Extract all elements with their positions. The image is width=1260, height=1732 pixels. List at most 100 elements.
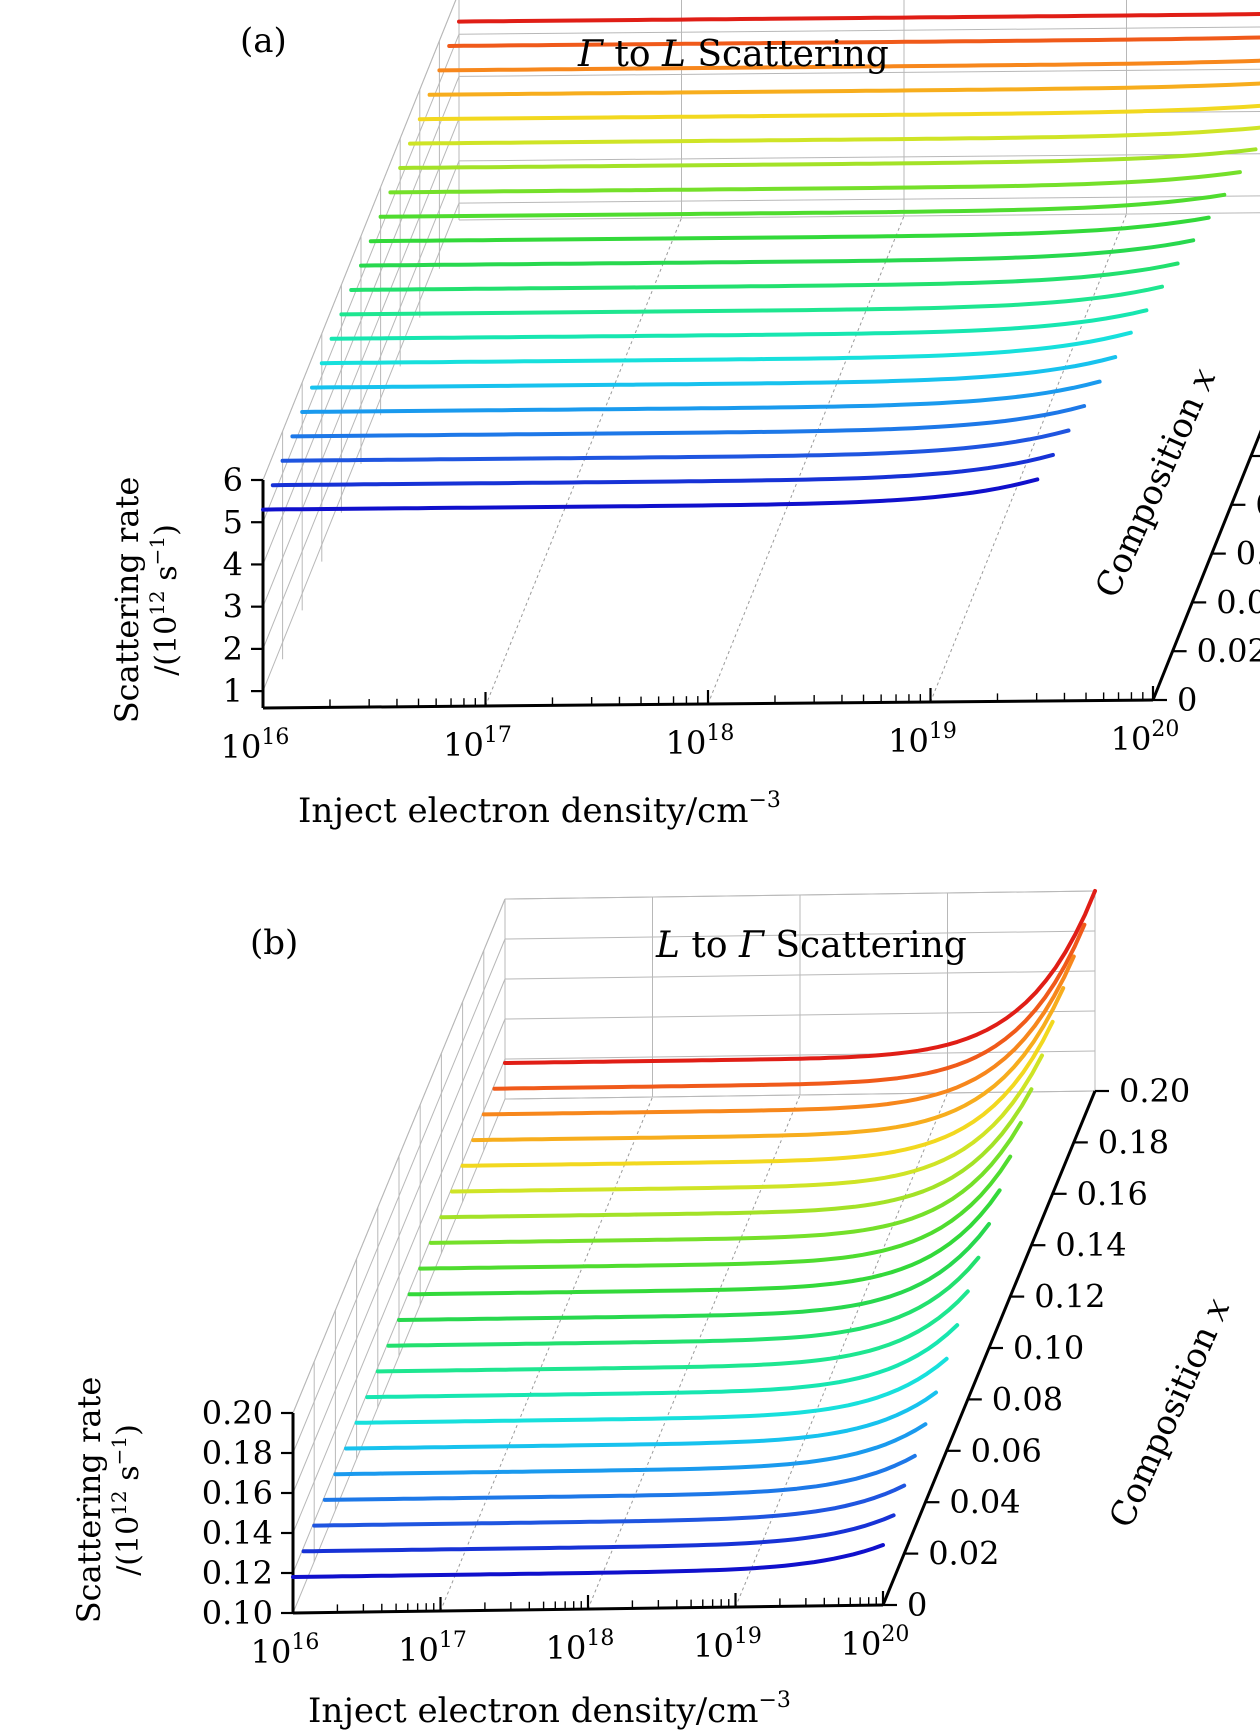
panel-b-back-wall-hgrid: [504, 970, 1096, 980]
panel-b-z-axis-label: Scattering rate /(1012 s−1): [70, 1377, 146, 1624]
svg-text:/(1012 s−1): /(1012 s−1): [107, 1424, 146, 1576]
panel-a-composition-tick-label: 0.02: [1197, 632, 1260, 670]
panel-b-series-x-0.16: [460, 1019, 1055, 1168]
panel-a-composition-label: Composition x: [1088, 362, 1225, 603]
panel-b-x-tick-label: 1017: [398, 1628, 467, 1669]
panel-a-back-wall-hgrid: [458, 26, 1260, 35]
panel-b-series-x-0.09: [386, 1255, 981, 1348]
panel-b-composition-tick-label: 0.14: [1055, 1226, 1126, 1264]
panel-b-series-x-0.12: [418, 1154, 1013, 1271]
svg-text:Scattering rate: Scattering rate: [108, 477, 146, 724]
panel-a-series-x-0.17: [427, 81, 1260, 97]
panel-a-series-x-0.00: [261, 477, 1040, 512]
panel-a-series-x-0.01: [270, 452, 1055, 488]
panel-b-series-x-0.00: [291, 1543, 885, 1579]
panel-a-axes: [251, 429, 1260, 710]
panel-a-z-tick-label: 2: [223, 630, 243, 668]
panel-a: 1016 1017 1018 1019 1020 1 2 3 4 5 6 00.02 0.04 0.06 0…: [108, 0, 1260, 831]
panel-b-series-x-0.17: [471, 986, 1066, 1143]
panel-b-series-x-0.14: [439, 1087, 1034, 1220]
panel-a-series-x-0.20: [457, 11, 1260, 24]
panel-a-series-x-0.16: [417, 103, 1260, 122]
panel-b-series-x-0.01: [301, 1513, 896, 1554]
panel-a-z-tick-label: 1: [223, 672, 243, 710]
panel-a-back-wall-hgrid: [458, 68, 1260, 77]
panel-a-floor-grid: [485, 217, 682, 707]
panel-b-series-x-0.04: [333, 1422, 928, 1477]
panel-b-z-tick-label: 0.20: [202, 1394, 273, 1432]
panel-a-gridlines: [262, 0, 1260, 708]
panel-b-series-x-0.07: [365, 1323, 960, 1400]
panel-b-series-x-0.13: [428, 1120, 1023, 1245]
panel-a-series-x-0.19: [447, 35, 1260, 48]
panel-a-series-x-0.07: [329, 308, 1149, 341]
panel-b-floor-grid: [735, 1092, 948, 1608]
panel-a-z-tick-label: 3: [223, 588, 243, 626]
panel-b-series-x-0.08: [375, 1289, 970, 1374]
panel-b-z-tick-label: 0.14: [202, 1514, 273, 1552]
panel-b-composition-tick-label: 0.18: [1098, 1123, 1169, 1161]
panel-a-floor-back-edge: [458, 212, 1260, 221]
panel-a-back-wall-hgrid: [458, 195, 1260, 204]
panel-b-floor-grid: [587, 1094, 801, 1610]
panel-a-z-axis-label: Scattering rate /(1012 s−1): [108, 477, 184, 724]
panel-b-series-x-0.03: [322, 1453, 917, 1502]
panel-a-series-x-0.12: [378, 192, 1227, 219]
svg-text:Scattering rate: Scattering rate: [70, 1377, 108, 1624]
panel-b-composition-tick-label: 0.20: [1119, 1072, 1190, 1110]
panel-a-curves: [261, 11, 1260, 512]
panel-b-back-wall-hgrid: [504, 930, 1096, 940]
panel-a-series-x-0.04: [300, 379, 1102, 414]
panel-a-z-tick-label: 6: [223, 461, 243, 499]
panel-b-x-tick-label: 1018: [546, 1626, 615, 1667]
panel-a-x-axis-label: Inject electron density/cm−3: [298, 788, 781, 831]
panel-b-x-axis-label: Inject electron density/cm−3: [308, 1688, 791, 1731]
panel-a-floor-grid: [930, 213, 1127, 703]
panel-b-tick-labels: 1016 1017 1018 1019 10200.100.120.140.160.18…: [202, 1072, 1191, 1671]
panel-a-series-x-0.08: [339, 284, 1164, 317]
panel-b-composition-tick-label: 0.02: [928, 1535, 999, 1573]
panel-b-composition-tick-label: 0.04: [949, 1483, 1020, 1521]
panel-b-composition-tick-label: 0.08: [992, 1380, 1063, 1418]
panel-b-composition-tick-label: 0.12: [1034, 1278, 1105, 1316]
panel-a-x-tick-label: 1016: [221, 725, 290, 766]
panel-a-tick-labels: 1016 1017 1018 1019 1020 1 2 3 4 5 6 00.02 0.04 0.06 0…: [221, 461, 1260, 766]
panel-b-title: L to Γ Scattering: [655, 925, 967, 966]
panel-b-composition-tick-label: 0.10: [1013, 1329, 1084, 1367]
panel-a-series-x-0.02: [280, 428, 1071, 463]
panel-b-axes: [281, 1089, 1109, 1615]
panel-b-composition-tick-label: 0: [907, 1586, 927, 1624]
panel-b-gridlines: [292, 890, 1096, 1614]
panel-b-composition-tick-label: 0.06: [971, 1432, 1042, 1470]
panel-a-composition-tick-label: 0.08: [1255, 486, 1260, 524]
panel-b-series-x-0.20: [503, 889, 1097, 1065]
panel-a-x-tick-label: 1018: [666, 721, 735, 762]
panel-b-series-x-0.02: [312, 1483, 907, 1528]
panel-a-title: Γ to L Scattering: [577, 34, 889, 75]
panel-b-series-x-0.15: [450, 1053, 1044, 1194]
panel-b-floor-grid: [440, 1096, 653, 1612]
panel-b-series-x-0.10: [397, 1222, 991, 1322]
panel-a-series-x-0.11: [368, 215, 1211, 244]
panel-b-back-wall-hgrid: [504, 1050, 1096, 1060]
panel-a-composition-tick-label: 0: [1177, 681, 1197, 719]
panel-b-label: (b): [250, 923, 298, 963]
panel-a-composition-tick-label: 0.06: [1236, 535, 1260, 573]
panel-a-series-x-0.18: [437, 58, 1260, 73]
panel-a-series-x-0.05: [310, 355, 1118, 390]
panel-b-composition-label: Composition x: [1102, 1292, 1239, 1533]
panel-a-z-tick-label: 5: [223, 503, 243, 541]
panel-b-z-tick-label: 0.18: [202, 1434, 273, 1472]
panel-b-z-tick-label: 0.12: [202, 1554, 273, 1592]
panel-a-x-tick-label: 1020: [1111, 717, 1180, 758]
panel-a-series-x-0.15: [408, 125, 1260, 146]
panel-a-series-x-0.14: [398, 147, 1258, 170]
panel-b-x-tick-label: 1019: [693, 1624, 762, 1665]
panel-a-series-x-0.10: [359, 238, 1196, 268]
panel-a-composition-tick-label: 0.04: [1216, 583, 1260, 621]
panel-b-series-x-0.06: [354, 1356, 949, 1425]
panel-a-floor-grid: [707, 215, 905, 705]
panel-b-box-top-edge: [504, 890, 1096, 900]
panel-a-label: (a): [240, 21, 287, 61]
